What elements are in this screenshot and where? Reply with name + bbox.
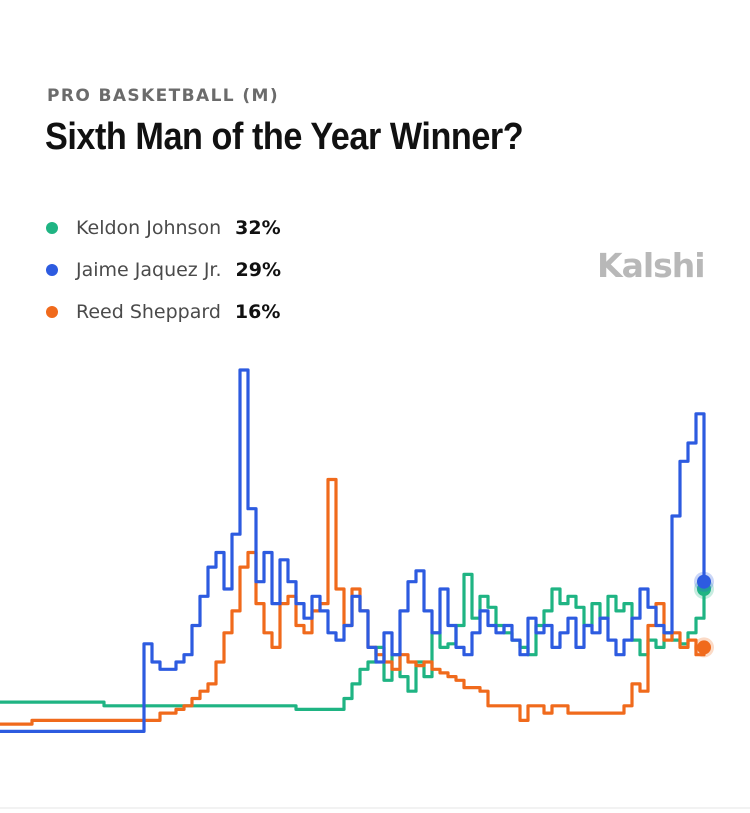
series-line-jaime-jaquez-jr-	[0, 368, 706, 733]
market-category: PRO BASKETBALL (M)	[47, 86, 280, 106]
market-title: Sixth Man of the Year Winner?	[45, 116, 524, 158]
legend-name: Keldon Johnson	[76, 217, 222, 239]
endpoint-dot-jaime-jaquez-jr-	[697, 574, 711, 589]
legend-dot-icon	[46, 264, 58, 276]
endpoint-dot-reed-sheppard	[697, 640, 711, 655]
legend-item-keldon-johnson: Keldon Johnson 32%	[46, 207, 281, 249]
legend-dot-icon	[46, 222, 58, 234]
legend: Keldon Johnson 32% Jaime Jaquez Jr. 29% …	[46, 207, 281, 333]
legend-item-reed-sheppard: Reed Sheppard 16%	[46, 291, 281, 333]
kalshi-logo: Kalshi	[597, 246, 706, 285]
legend-item-jaime-jaquez: Jaime Jaquez Jr. 29%	[46, 249, 281, 291]
legend-percentage: 29%	[235, 259, 282, 281]
legend-percentage: 32%	[235, 217, 281, 239]
legend-dot-icon	[46, 306, 58, 318]
legend-name: Jaime Jaquez Jr.	[76, 259, 222, 281]
legend-percentage: 16%	[234, 301, 281, 323]
legend-name: Reed Sheppard	[76, 301, 221, 323]
line-chart	[0, 368, 750, 809]
